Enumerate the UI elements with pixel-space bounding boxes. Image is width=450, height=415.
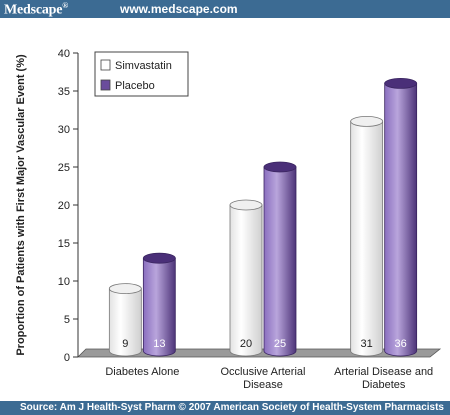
bar-placebo: 13 [142,252,176,357]
bar-body [108,288,142,357]
bar-chart: 0 5 10 15 20 25 30 35 40 Proportion of Patients w… [15,48,442,391]
bar-body [142,257,176,357]
bar-top [229,199,263,211]
y-tick-label: 10 [58,276,70,288]
bar-value-label: 25 [274,338,286,350]
bar-body [229,204,263,357]
y-tick-label: 25 [58,162,70,174]
x-category-label: Diabetes [362,379,406,391]
bar-top [350,116,384,127]
y-axis-title: Proportion of Patients with First Major … [15,54,27,356]
legend-box [94,51,189,97]
bar-top [142,252,176,264]
site-url[interactable]: www.medscape.com [120,2,238,16]
header-banner: Medscape® www.medscape.com [0,0,450,18]
y-tick-label: 40 [58,48,70,60]
bar-top [108,283,142,295]
medscape-logo[interactable]: Medscape® [4,1,69,18]
source-credit: Source: Am J Health-Syst Pharm © 2007 Am… [19,402,444,413]
y-tick-label: 20 [58,200,70,212]
legend-swatch [100,79,111,91]
legend-label: Simvastatin [115,60,172,72]
bar-body [350,121,384,357]
bar-value-label: 31 [361,338,373,350]
bar-top [263,161,297,173]
bar-simvastatin: 31 [350,116,384,357]
bar-top [384,78,418,89]
bar-value-label: 20 [240,338,252,350]
y-tick-label: 15 [58,238,70,250]
bar-placebo: 25 [263,161,297,357]
bar-simvastatin: 20 [229,199,263,357]
bar-body [384,83,418,357]
legend-label: Placebo [115,80,155,92]
x-category-label: Diabetes Alone [105,366,179,378]
x-category-label: Occlusive Arterial [221,366,306,378]
bar-body [263,166,297,357]
bar-value-label: 36 [395,338,407,350]
y-tick-label: 35 [58,86,70,98]
bar-simvastatin: 9 [108,283,142,357]
x-category-label: Disease [243,379,283,391]
bar-placebo: 36 [384,78,418,357]
legend-swatch [100,59,111,71]
x-category-label: Arterial Disease and [334,366,433,378]
y-tick-label: 0 [64,352,70,364]
y-tick-label: 30 [58,124,70,136]
y-tick-label: 5 [64,314,70,326]
bar-value-label: 9 [122,338,128,350]
footer-banner: Source: Am J Health-Syst Pharm © 2007 Am… [0,401,450,415]
bar-value-label: 13 [153,338,165,350]
